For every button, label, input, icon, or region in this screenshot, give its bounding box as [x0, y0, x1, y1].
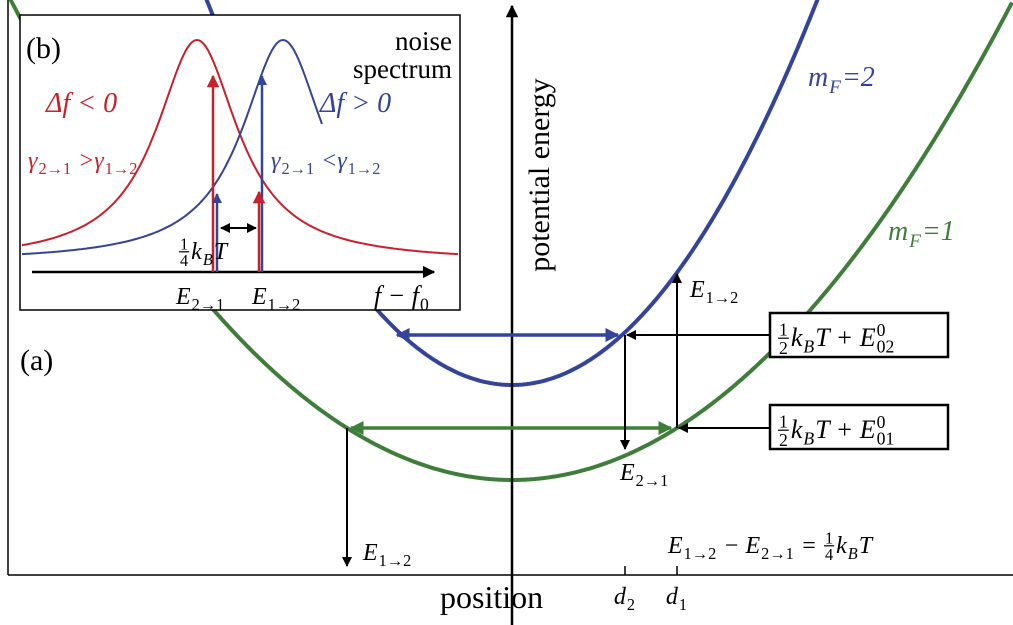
detuning-label: Δf < 0 — [45, 88, 117, 119]
x-axis-label: position — [440, 579, 543, 615]
text: position — [440, 579, 543, 615]
y-axis-label-wrap: potential energy — [523, 78, 556, 272]
text: Δf < 0 — [45, 88, 117, 119]
subscript: 1→2 — [348, 159, 381, 178]
fraction-denominator: 4 — [180, 251, 188, 270]
fraction-numerator: 1 — [180, 234, 188, 253]
text: E — [667, 533, 683, 559]
transition-label: E 1→2 — [362, 540, 411, 570]
text: m — [888, 216, 908, 247]
text: T — [214, 239, 229, 265]
subscript: 1→2 — [379, 551, 412, 570]
inset-title: spectrum — [353, 54, 452, 84]
text: E — [619, 460, 635, 486]
text: m — [808, 62, 828, 93]
subscript: 2 — [627, 595, 635, 614]
text: k — [191, 239, 202, 265]
text: E — [251, 284, 267, 310]
subscript: 1→2 — [706, 288, 739, 307]
text: >γ — [72, 148, 104, 174]
subscript: 2→1 — [192, 295, 225, 314]
fraction-denominator: 4 — [825, 545, 833, 564]
subscript: F — [908, 231, 921, 252]
text: T + E — [815, 323, 876, 352]
subscript: 2→1 — [636, 471, 669, 490]
text: T + E — [815, 415, 876, 444]
rates-label: γ 2→1 >γ 1→2 — [28, 148, 137, 178]
text: d — [666, 584, 679, 610]
curve-label: m F =2 — [808, 62, 875, 98]
box-label: 12 k B T + E 001 — [778, 412, 894, 450]
text: γ — [28, 148, 38, 174]
text: f − f — [374, 281, 423, 310]
transition-label: E 2→1 — [619, 460, 668, 490]
fraction-numerator: 1 — [825, 528, 833, 547]
detuning-label: Δf > 0 — [319, 88, 391, 119]
text: =2 — [842, 62, 875, 93]
inset-title: noise — [395, 26, 452, 56]
panel-a: (a) potential energy position m F =2 m F =1 … — [7, 0, 1013, 625]
subscript: B — [203, 250, 213, 269]
panel-label: (b) — [26, 32, 61, 65]
subscript: 02 — [877, 337, 895, 357]
rates-label: γ 2→1 <γ 1→2 — [271, 148, 380, 178]
fraction-numerator: 1 — [779, 412, 788, 432]
label-box — [768, 403, 950, 451]
curve-label: m F =1 — [888, 216, 955, 252]
fraction-denominator: 2 — [779, 430, 788, 450]
panel-label: (a) — [20, 344, 53, 377]
text: <γ — [315, 148, 347, 174]
y-axis-label: potential energy — [523, 78, 556, 272]
energy-label: E 1→2 — [251, 284, 300, 314]
relation-label: E 1→2 − E 2→1 = 14 k B T — [667, 528, 874, 564]
fraction-numerator: 1 — [779, 320, 788, 340]
text: d — [614, 584, 627, 610]
text: Δf > 0 — [319, 88, 391, 119]
superscript: 0 — [877, 320, 886, 340]
subscript: 0 — [420, 295, 429, 315]
transition-label: E 1→2 — [689, 277, 738, 307]
text: γ — [271, 148, 281, 174]
text: k — [791, 323, 803, 352]
box-label: 12 k B T + E 002 — [778, 320, 894, 358]
text: (b) — [26, 32, 61, 65]
subscript: 1→2 — [684, 544, 717, 563]
subscript: 1 — [679, 595, 687, 614]
panel-b: (b) noise spectrum Δf < 0 Δf > 0 γ 2→1 >γ… — [19, 14, 461, 315]
text: potential energy — [523, 78, 556, 272]
subscript: 2→1 — [281, 159, 314, 178]
splitting-label: 14 k B T — [179, 234, 229, 270]
text: k — [791, 415, 803, 444]
subscript: 2→1 — [38, 159, 71, 178]
inset-frame — [19, 14, 461, 311]
subscript: B — [803, 337, 814, 357]
subscript: 1→2 — [268, 295, 301, 314]
subscript: 1→2 — [105, 159, 138, 178]
text: T — [859, 533, 874, 559]
text: noise — [395, 26, 452, 56]
text: k — [836, 533, 847, 559]
text: spectrum — [353, 54, 452, 84]
text: (a) — [20, 344, 53, 377]
label-box — [768, 311, 950, 359]
text: E — [689, 277, 705, 303]
subscript: F — [828, 77, 841, 98]
text: = — [795, 533, 823, 559]
subscript: 01 — [877, 429, 895, 449]
subscript: B — [848, 544, 858, 563]
subscript: 2→1 — [761, 544, 794, 563]
fraction-denominator: 2 — [779, 338, 788, 358]
superscript: 0 — [877, 412, 886, 432]
energy-label: E 2→1 — [175, 284, 224, 314]
blue-spectrum — [21, 39, 323, 256]
subscript: B — [803, 429, 814, 449]
text: =1 — [922, 216, 955, 247]
text: − E — [717, 533, 760, 559]
text: E — [362, 540, 378, 566]
text: E — [175, 284, 191, 310]
